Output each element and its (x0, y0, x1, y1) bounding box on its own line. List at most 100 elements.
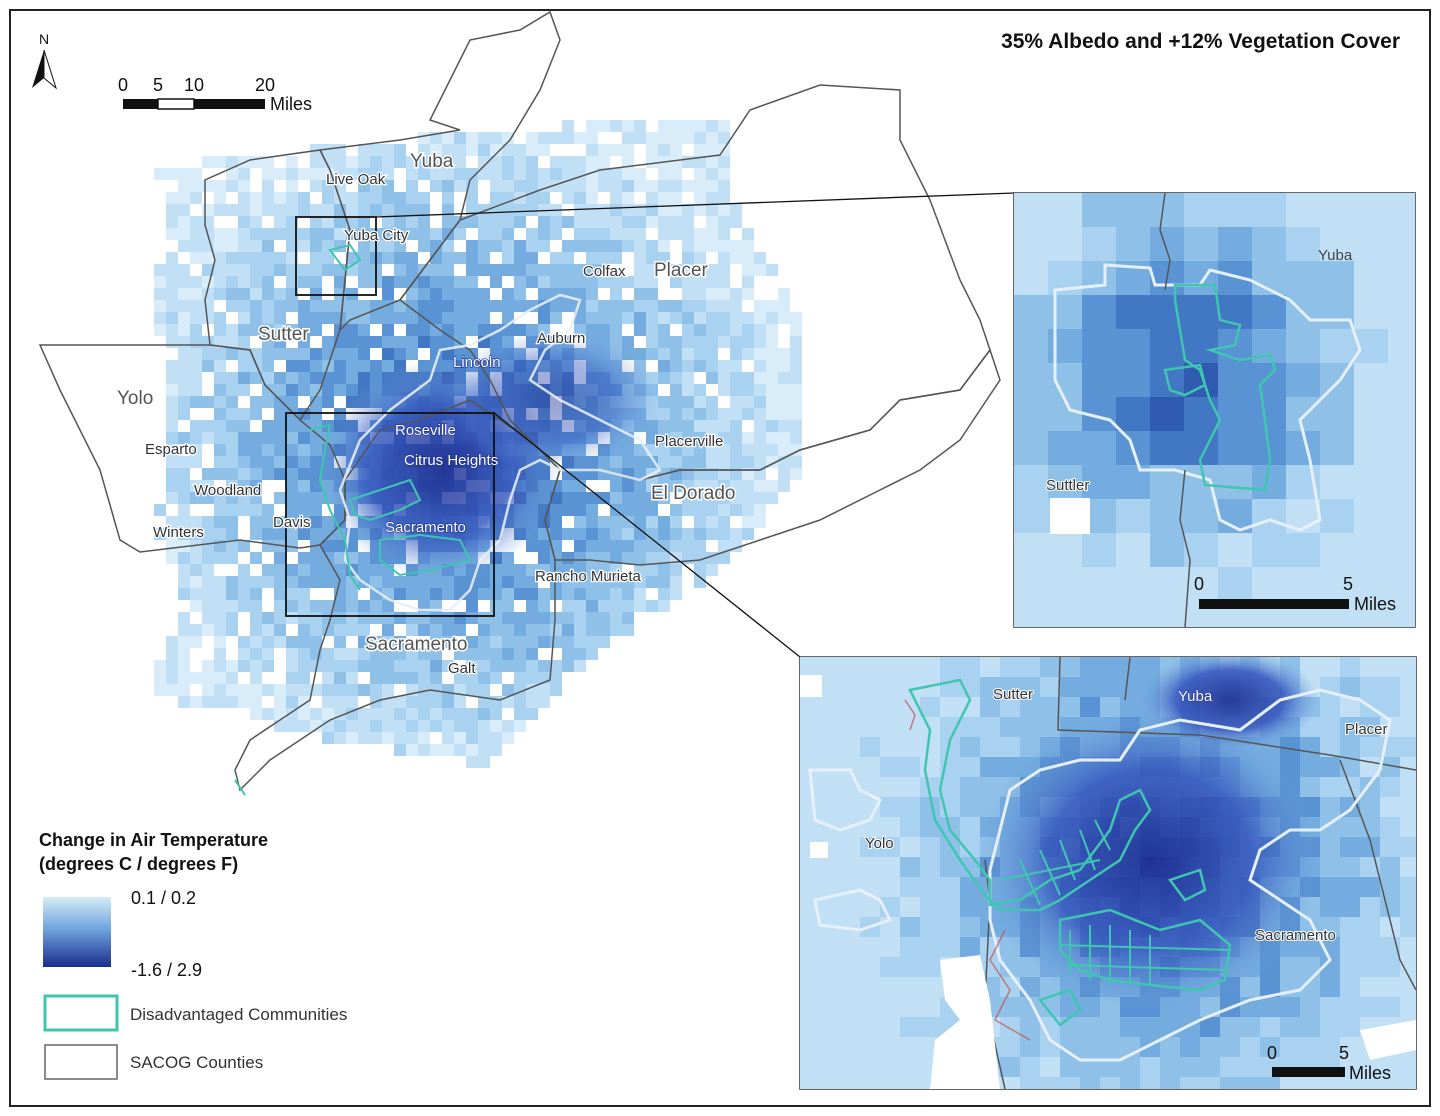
raster-cell (442, 660, 454, 672)
inset-bottom-raster-cell (920, 837, 940, 857)
raster-cell (646, 576, 658, 588)
raster-cell (454, 696, 466, 708)
raster-cell (250, 612, 262, 624)
raster-cell (274, 396, 286, 408)
raster-cell (658, 540, 670, 552)
raster-cell (466, 288, 478, 300)
raster-cell (598, 600, 610, 612)
legend: Change in Air Temperature (degrees C / d… (39, 830, 347, 1080)
raster-cell (346, 192, 358, 204)
raster-cell (574, 600, 586, 612)
raster-cell (214, 552, 226, 564)
raster-cell (274, 204, 286, 216)
raster-cell (166, 432, 178, 444)
inset-bottom-raster-cell (1000, 1037, 1020, 1057)
raster-cell (358, 228, 370, 240)
raster-cell (790, 396, 802, 408)
inset-bottom-label-yuba: Yuba (1178, 688, 1213, 705)
raster-cell (430, 312, 442, 324)
inset-top-raster-cell (1116, 397, 1150, 431)
raster-cell (490, 180, 502, 192)
raster-cell (754, 252, 766, 264)
raster-cell (202, 600, 214, 612)
raster-cell (562, 660, 574, 672)
raster-cell (742, 312, 754, 324)
raster-cell (682, 420, 694, 432)
raster-cell (658, 132, 670, 144)
raster-cell (502, 564, 514, 576)
raster-cell (178, 324, 190, 336)
raster-cell (334, 648, 346, 660)
raster-cell (226, 180, 238, 192)
raster-cell (538, 264, 550, 276)
raster-cell (526, 180, 538, 192)
raster-cell (598, 324, 610, 336)
north-arrow: N (32, 31, 57, 90)
raster-cell (634, 252, 646, 264)
raster-cell (382, 600, 394, 612)
inset-top-raster-cell (1320, 567, 1354, 601)
raster-cell (334, 360, 346, 372)
raster-cell (166, 252, 178, 264)
raster-cell (346, 348, 358, 360)
inset-bottom-raster-cell (840, 957, 860, 977)
raster-cell (250, 552, 262, 564)
inset-bottom-raster-cell (840, 917, 860, 937)
raster-cell (298, 648, 310, 660)
inset-top-raster-cell (1150, 397, 1184, 431)
raster-cell (322, 336, 334, 348)
raster-cell (190, 432, 202, 444)
inset-bottom-raster-cell (1100, 1037, 1120, 1057)
raster-cell (250, 240, 262, 252)
raster-cell (262, 612, 274, 624)
inset-top-raster-cell (1014, 227, 1048, 261)
raster-cell (166, 492, 178, 504)
raster-cell (226, 168, 238, 180)
raster-cell (250, 204, 262, 216)
raster-cell (214, 516, 226, 528)
raster-cell (418, 672, 430, 684)
raster-cell (250, 396, 262, 408)
raster-cell (562, 276, 574, 288)
raster-cell (178, 204, 190, 216)
inset-bottom-raster-cell (840, 757, 860, 777)
raster-cell (730, 372, 742, 384)
raster-cell (298, 300, 310, 312)
raster-cell (310, 720, 322, 732)
raster-cell (754, 384, 766, 396)
inset-bottom-raster-cell (880, 1017, 900, 1037)
raster-cell (706, 516, 718, 528)
inset-top-raster-cell (1320, 431, 1354, 465)
raster-cell (382, 252, 394, 264)
raster-cell (574, 612, 586, 624)
inset-top-raster-cell (1048, 363, 1082, 397)
inset-bottom-raster-cell (840, 717, 860, 737)
raster-cell (718, 276, 730, 288)
raster-cell (370, 168, 382, 180)
inset-bottom-raster-cell (1020, 1037, 1040, 1057)
raster-cell (526, 168, 538, 180)
raster-cell (238, 348, 250, 360)
raster-cell (394, 720, 406, 732)
inset-bottom-raster-cell (820, 697, 840, 717)
raster-cell (274, 228, 286, 240)
raster-cell (478, 240, 490, 252)
raster-cell (718, 156, 730, 168)
raster-cell (718, 456, 730, 468)
raster-cell (298, 264, 310, 276)
raster-cell (550, 588, 562, 600)
raster-cell (586, 312, 598, 324)
raster-cell (574, 288, 586, 300)
raster-cell (478, 216, 490, 228)
raster-cell (406, 696, 418, 708)
inset-top-raster-cell (1116, 601, 1150, 627)
inset-bottom-raster-cell (880, 837, 900, 857)
raster-cell (430, 228, 442, 240)
raster-cell (658, 216, 670, 228)
raster-cell (574, 156, 586, 168)
raster-cell (742, 384, 754, 396)
raster-cell (262, 456, 274, 468)
raster-cell (706, 504, 718, 516)
inset-top-raster-cell (1320, 295, 1354, 329)
raster-cell (382, 360, 394, 372)
